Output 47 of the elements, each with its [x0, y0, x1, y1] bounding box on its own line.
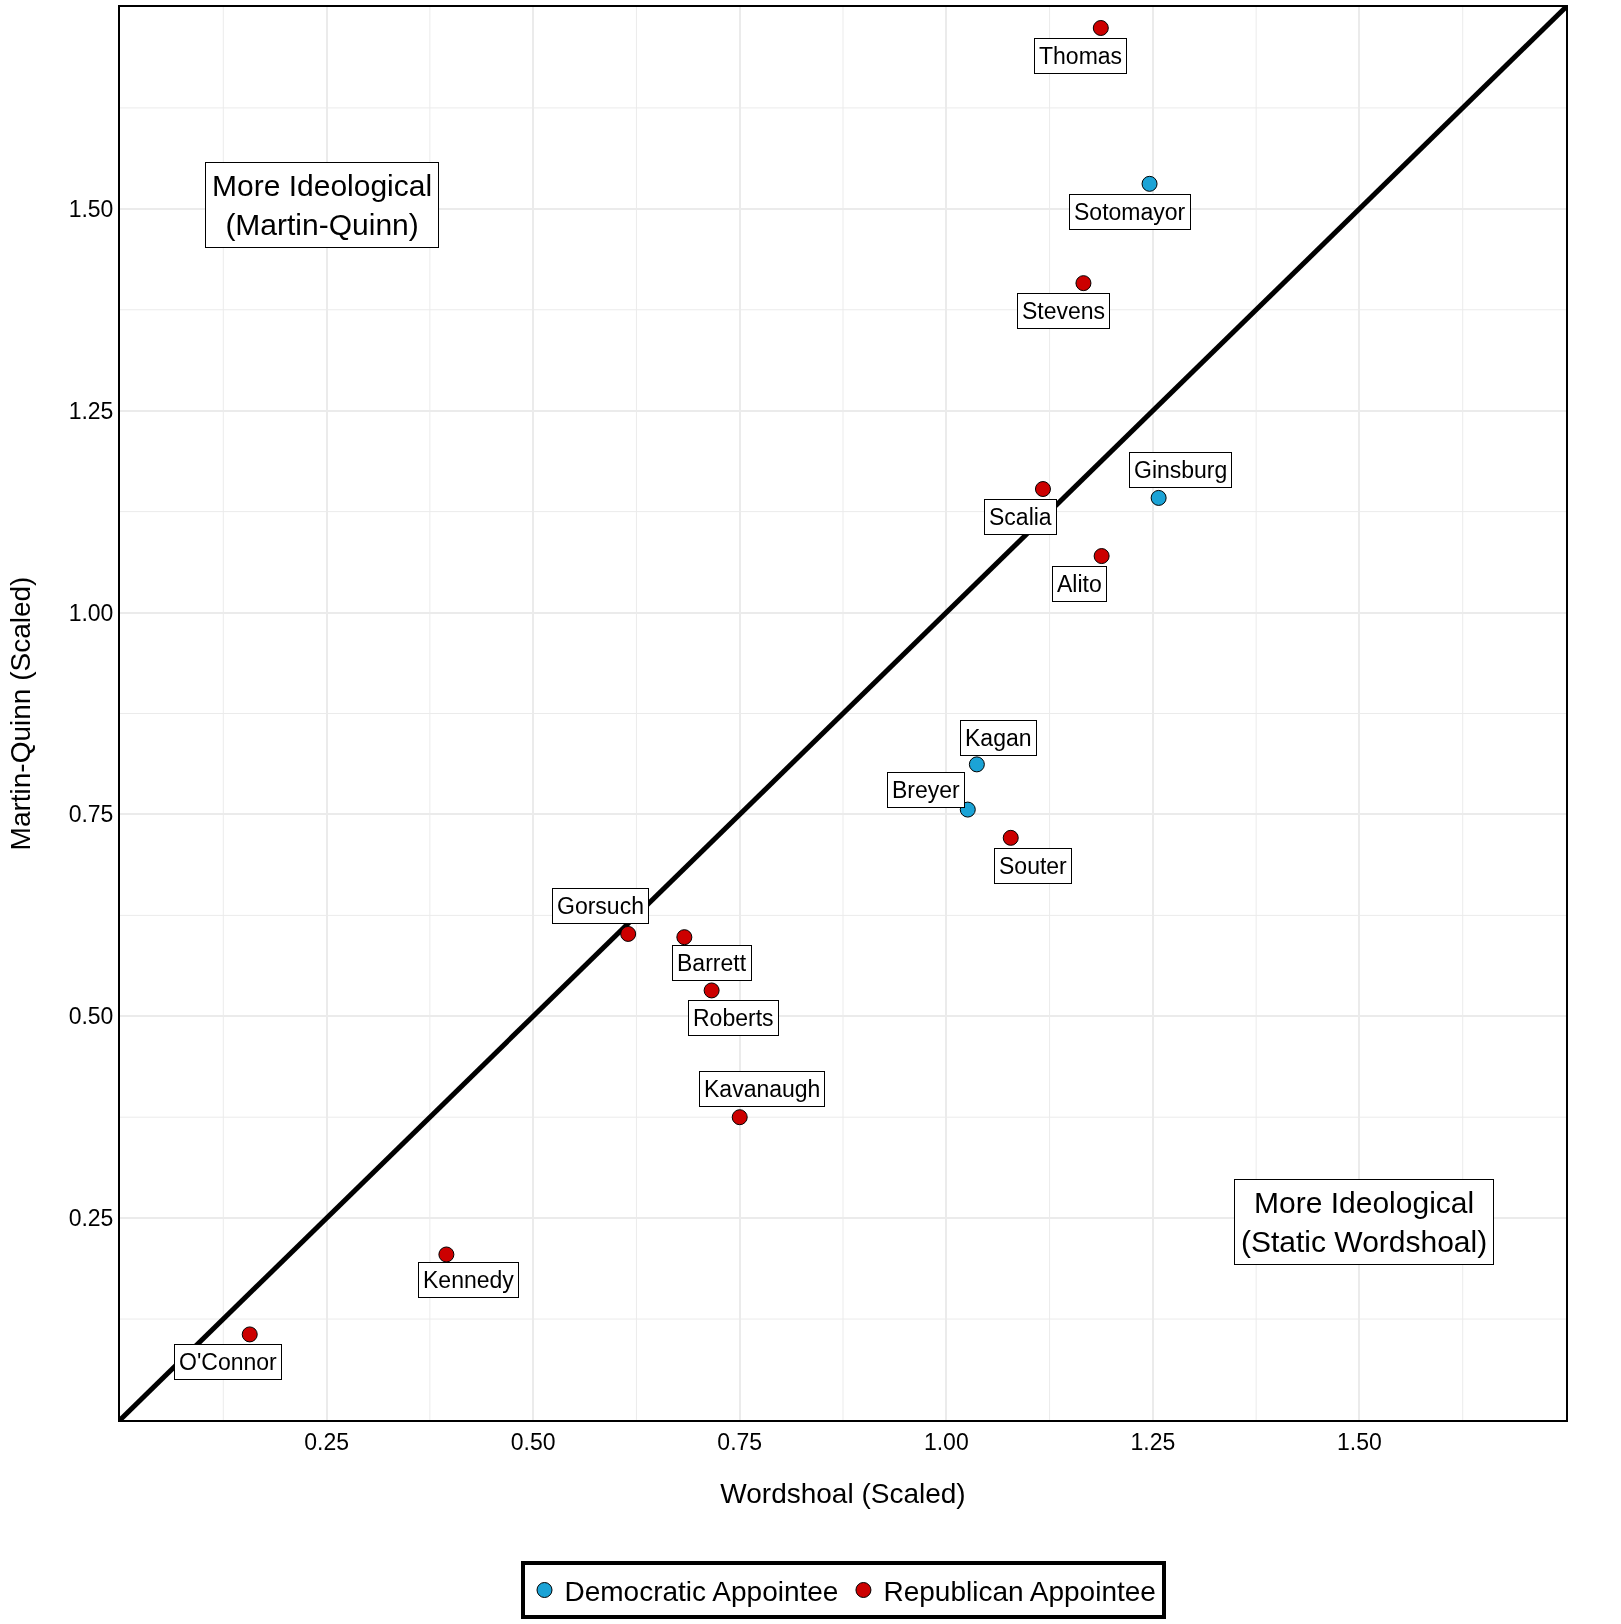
point [703, 982, 720, 999]
annotation: Kennedy [423, 1267, 515, 1293]
annotation: Souter [999, 853, 1068, 879]
y-tick-label: 1.25 [68, 397, 114, 424]
y-axis-title: Martin-Quinn (Scaled) [4, 576, 36, 851]
annotation: O'Connor [179, 1349, 278, 1375]
x-tick-label: 1.25 [1130, 1428, 1176, 1455]
x-tick-label: 1.50 [1337, 1428, 1382, 1455]
x-tick-label: 0.50 [510, 1428, 556, 1455]
y-tick-label: 0.75 [68, 801, 114, 828]
legend-label: Republican Appointee [883, 1575, 1156, 1607]
x-axis-title: Wordshoal (Scaled) [720, 1478, 966, 1510]
point [1034, 481, 1051, 498]
point [676, 929, 693, 946]
y-tick-label: 1.00 [68, 599, 114, 626]
point [1002, 829, 1019, 846]
point [241, 1326, 258, 1343]
point [1075, 275, 1092, 292]
annotation: Scalia [989, 504, 1052, 530]
y-tick-label: 1.50 [68, 195, 114, 222]
annotation: Thomas [1039, 43, 1123, 69]
x-tick-label: 1.00 [923, 1428, 969, 1455]
point [1092, 19, 1109, 36]
annotation: Roberts [693, 1005, 774, 1031]
y-tick-label: 0.50 [68, 1003, 114, 1030]
annotation: Sotomayor [1074, 199, 1186, 225]
x-tick-label: 0.75 [717, 1428, 763, 1455]
point [1141, 175, 1158, 192]
annotation: Stevens [1022, 298, 1106, 324]
point [1093, 548, 1110, 565]
annotation: Barrett [677, 950, 747, 976]
point [438, 1246, 455, 1263]
point [1150, 489, 1167, 506]
annotation: Gorsuch [557, 893, 644, 919]
annotation: Alito [1057, 571, 1102, 597]
annotation: Kavanaugh [704, 1076, 821, 1102]
legend-label: Democratic Appointee [564, 1575, 839, 1607]
y-tick-label: 0.25 [68, 1205, 114, 1232]
annotation: Ginsburg [1134, 457, 1228, 483]
annotation: More Ideological (Martin-Quinn) [212, 169, 433, 241]
annotation: More Ideological (Static Wordshoal) [1241, 1186, 1488, 1258]
point [620, 925, 637, 942]
annotation: Breyer [892, 777, 961, 803]
point [968, 756, 985, 773]
x-tick-label: 0.25 [304, 1428, 349, 1455]
annotation: Kagan [965, 725, 1032, 751]
point [731, 1109, 748, 1126]
